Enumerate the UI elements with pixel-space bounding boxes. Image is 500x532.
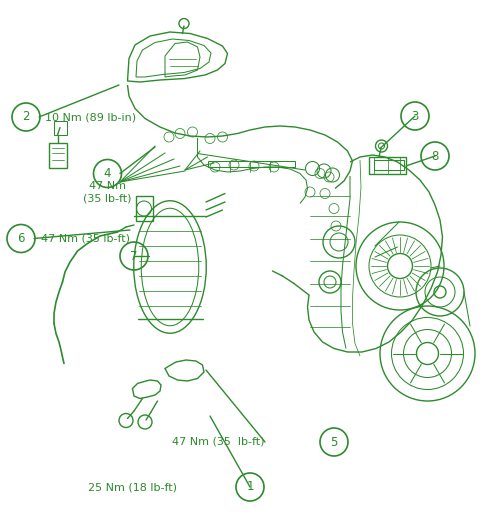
Text: 4: 4	[104, 167, 111, 180]
Text: 47 Nm (35  lb-ft): 47 Nm (35 lb-ft)	[172, 437, 265, 447]
Text: 8: 8	[432, 149, 438, 162]
Text: 6: 6	[17, 232, 25, 245]
Text: 7: 7	[130, 250, 138, 262]
Text: 47 Nm (35 lb-ft): 47 Nm (35 lb-ft)	[41, 234, 130, 244]
Text: 1: 1	[246, 480, 254, 494]
Text: 2: 2	[22, 111, 30, 123]
Text: 5: 5	[330, 436, 338, 448]
Text: 3: 3	[412, 110, 418, 122]
Text: 25 Nm (18 lb-ft): 25 Nm (18 lb-ft)	[88, 482, 178, 492]
Text: 47 Nm
(35 lb-ft): 47 Nm (35 lb-ft)	[83, 181, 132, 203]
Text: 10 Nm (89 lb-in): 10 Nm (89 lb-in)	[45, 112, 136, 122]
